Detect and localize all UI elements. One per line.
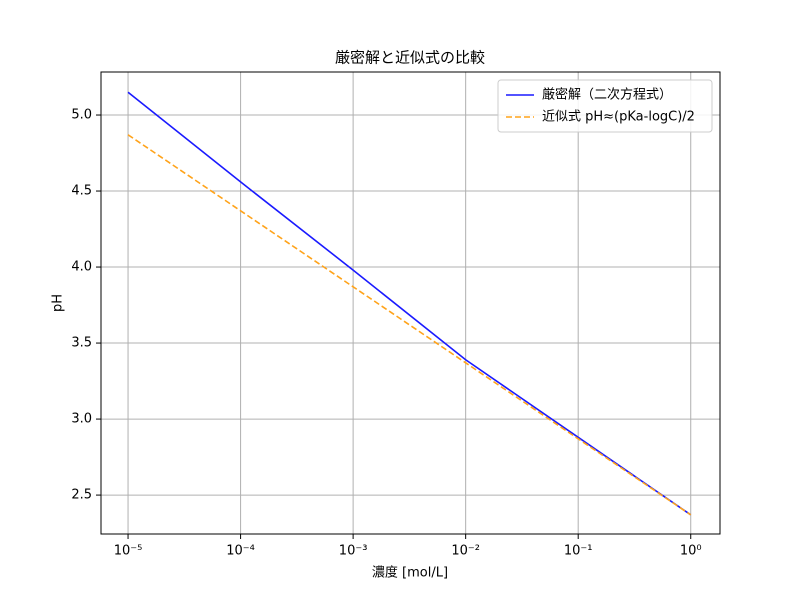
x-tick-label: 10⁻² (451, 544, 480, 559)
legend-label: 厳密解（二次方程式） (542, 87, 672, 103)
y-tick-label: 5.0 (71, 108, 92, 123)
legend-box (497, 79, 713, 133)
series-line (127, 134, 692, 516)
y-axis-label: pH (51, 294, 66, 312)
x-tick-label: 10⁻⁵ (114, 544, 143, 559)
y-tick-label: 4.5 (71, 184, 92, 199)
series-line (127, 91, 692, 516)
x-tick-label: 10⁰ (680, 544, 702, 559)
y-tick-label: 2.5 (71, 488, 92, 503)
x-axis-label: 濃度 [mol/L] (372, 565, 448, 581)
plot-frame (100, 71, 721, 535)
x-tick-label: 10⁻³ (339, 544, 368, 559)
legend-label: 近似式 pH≈(pKa-logC)/2 (542, 110, 695, 125)
y-tick-label: 3.5 (71, 336, 92, 351)
y-tick-label: 3.0 (71, 412, 92, 427)
chart-title: 厳密解と近似式の比較 (335, 49, 485, 67)
x-tick-label: 10⁻¹ (564, 544, 593, 559)
x-tick-label: 10⁻⁴ (226, 544, 255, 559)
y-tick-label: 4.0 (71, 260, 92, 275)
